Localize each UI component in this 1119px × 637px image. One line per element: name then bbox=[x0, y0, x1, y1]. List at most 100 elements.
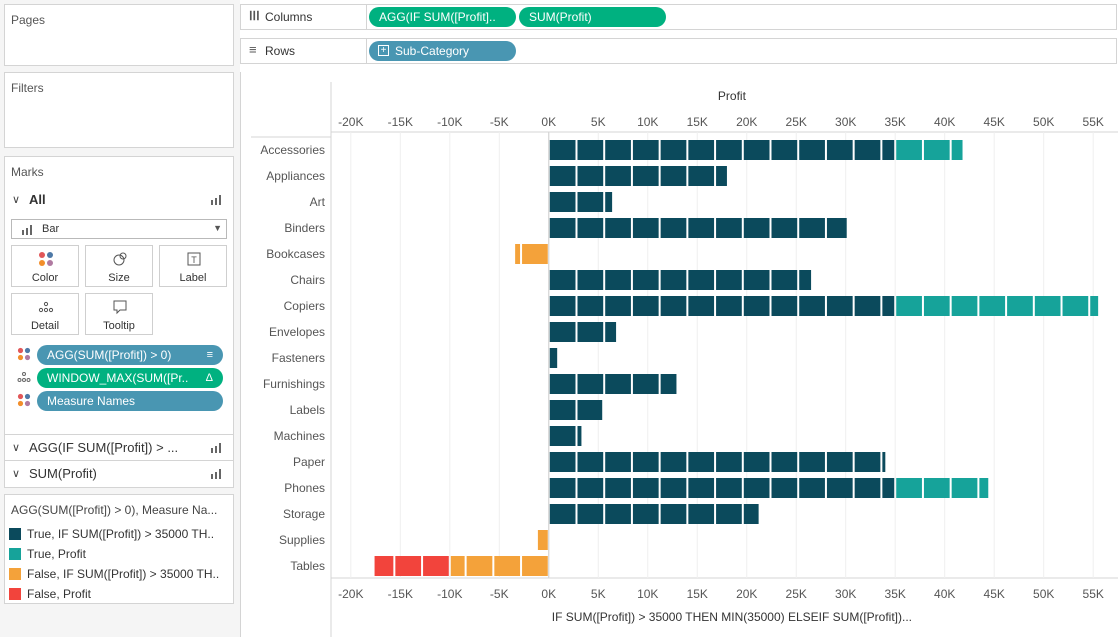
bar-true-capped bbox=[716, 270, 742, 290]
detail-button-label: Detail bbox=[30, 320, 60, 332]
columns-pill-agg[interactable]: AGG(IF SUM([Profit].. bbox=[369, 7, 516, 27]
color-legend-card: AGG(SUM([Profit]) > 0), Measure Na... Tr… bbox=[4, 494, 234, 604]
label-button[interactable]: T Label bbox=[159, 245, 227, 287]
svg-text:T: T bbox=[191, 255, 197, 265]
bar-true-capped bbox=[882, 140, 895, 160]
mark-type-select[interactable]: Bar ▼ bbox=[11, 219, 227, 239]
bar-true-capped bbox=[771, 296, 798, 316]
bar-true-capped bbox=[660, 374, 677, 394]
bar-true-capped bbox=[605, 504, 631, 524]
bar-true-capped bbox=[743, 296, 770, 316]
mark-pill-agg-profit[interactable]: AGG(SUM([Profit]) > 0) ≡ bbox=[37, 345, 223, 365]
bar-false-profit bbox=[423, 556, 449, 576]
legend-swatch bbox=[9, 528, 21, 540]
legend-item-label: False, IF SUM([Profit]) > 35000 TH.. bbox=[27, 567, 220, 581]
color-button[interactable]: Color bbox=[11, 245, 79, 287]
legend-item[interactable]: True, Profit bbox=[5, 545, 231, 563]
marks-sum-shelf[interactable]: ∨ SUM(Profit) bbox=[5, 460, 233, 486]
bar-false-capped bbox=[494, 556, 521, 576]
bar-true-capped bbox=[632, 140, 659, 160]
bar-true-profit bbox=[923, 296, 950, 316]
bar-true-capped bbox=[743, 270, 770, 290]
delta-icon: Δ bbox=[205, 372, 213, 384]
caret-down-icon[interactable]: ▼ bbox=[213, 223, 222, 233]
bar-true-capped bbox=[577, 400, 603, 420]
mark-pill-window-max[interactable]: WINDOW_MAX(SUM([Pr.. Δ bbox=[37, 368, 223, 388]
bar-true-capped bbox=[549, 426, 576, 446]
columns-label: Columns bbox=[265, 10, 313, 24]
chevron-down-icon[interactable]: ∨ bbox=[12, 468, 21, 480]
legend-item-label: True, Profit bbox=[27, 547, 86, 561]
x-tick-label-bottom: -5K bbox=[490, 587, 509, 601]
chart-title: Profit bbox=[718, 89, 747, 103]
bar-chart-icon bbox=[211, 469, 225, 479]
legend-item-label: False, Profit bbox=[27, 587, 92, 601]
bar-true-profit bbox=[979, 296, 1006, 316]
pages-card[interactable]: Pages bbox=[4, 4, 234, 66]
x-tick-label-top: 25K bbox=[786, 115, 807, 129]
x-tick-label-bottom: 10K bbox=[637, 587, 658, 601]
detail-button[interactable]: Detail bbox=[11, 293, 79, 335]
bar-true-capped bbox=[632, 452, 659, 472]
bar-true-capped bbox=[660, 140, 687, 160]
category-label: Appliances bbox=[266, 169, 325, 183]
filters-title: Filters bbox=[11, 81, 44, 95]
bar-true-profit bbox=[923, 478, 950, 498]
bar-true-capped bbox=[605, 322, 617, 342]
legend-swatch bbox=[9, 548, 21, 560]
legend-item[interactable]: True, IF SUM([Profit]) > 35000 TH.. bbox=[5, 525, 231, 543]
bar-true-capped bbox=[826, 452, 853, 472]
bar-true-capped bbox=[632, 504, 659, 524]
bar-true-profit bbox=[979, 478, 989, 498]
x-tick-label-bottom: 40K bbox=[934, 587, 955, 601]
x-tick-label-bottom: 25K bbox=[786, 587, 807, 601]
bar-true-capped bbox=[577, 452, 604, 472]
bar-true-capped bbox=[605, 374, 631, 394]
bar-true-capped bbox=[632, 166, 659, 186]
category-label: Phones bbox=[284, 481, 325, 495]
x-tick-label-bottom: 5K bbox=[591, 587, 606, 601]
rows-shelf[interactable]: ≡ Rows + Sub-Category bbox=[240, 38, 1117, 64]
bar-true-capped bbox=[688, 218, 715, 238]
left-panel: Pages Filters Marks ∨ All Bar ▼ Color bbox=[0, 0, 240, 637]
bar-true-capped bbox=[577, 192, 604, 212]
bar-true-capped bbox=[716, 218, 742, 238]
x-tick-label-top: -15K bbox=[388, 115, 413, 129]
chevron-down-icon[interactable]: ∨ bbox=[12, 194, 21, 206]
bar-true-capped bbox=[854, 452, 881, 472]
mark-pill-measure-names[interactable]: Measure Names bbox=[37, 391, 223, 411]
mark-pill-label: Measure Names bbox=[47, 394, 136, 408]
bar-true-capped bbox=[605, 452, 631, 472]
bar-true-profit bbox=[896, 478, 922, 498]
columns-pill-sum-profit[interactable]: SUM(Profit) bbox=[519, 7, 666, 27]
detail-dots-icon bbox=[38, 299, 54, 315]
size-button[interactable]: Size bbox=[85, 245, 153, 287]
filters-card[interactable]: Filters bbox=[4, 72, 234, 148]
columns-shelf[interactable]: ⅠⅠⅠ Columns AGG(IF SUM([Profit].. SUM(Pr… bbox=[240, 4, 1117, 30]
chevron-down-icon[interactable]: ∨ bbox=[12, 442, 21, 454]
bar-true-capped bbox=[716, 140, 742, 160]
rows-pill-sub-category[interactable]: + Sub-Category bbox=[369, 41, 516, 61]
x-tick-label-bottom: 50K bbox=[1033, 587, 1054, 601]
legend-item[interactable]: False, IF SUM([Profit]) > 35000 TH.. bbox=[5, 565, 231, 583]
marks-agg-label: AGG(IF SUM([Profit]) > ... bbox=[29, 440, 179, 455]
tooltip-icon bbox=[112, 299, 128, 315]
x-tick-label-top: 0K bbox=[541, 115, 556, 129]
bar-true-capped bbox=[549, 270, 576, 290]
bar-true-capped bbox=[605, 478, 631, 498]
legend-item-label: True, IF SUM([Profit]) > 35000 TH.. bbox=[27, 527, 215, 541]
marks-agg-shelf[interactable]: ∨ AGG(IF SUM([Profit]) > ... bbox=[5, 434, 233, 460]
bar-true-capped bbox=[716, 452, 742, 472]
bar-true-capped bbox=[605, 270, 631, 290]
category-label: Binders bbox=[284, 221, 325, 235]
bar-true-capped bbox=[688, 504, 715, 524]
bar-true-profit bbox=[1007, 296, 1033, 316]
legend-item[interactable]: False, Profit bbox=[5, 585, 231, 603]
bar-true-capped bbox=[771, 218, 798, 238]
shelf-divider bbox=[366, 5, 367, 29]
marks-all-row[interactable]: ∨ All bbox=[5, 187, 233, 213]
marks-sum-label: SUM(Profit) bbox=[29, 466, 97, 481]
category-label: Supplies bbox=[279, 533, 325, 547]
tooltip-button[interactable]: Tooltip bbox=[85, 293, 153, 335]
legend-title[interactable]: AGG(SUM([Profit]) > 0), Measure Na... bbox=[11, 503, 218, 517]
